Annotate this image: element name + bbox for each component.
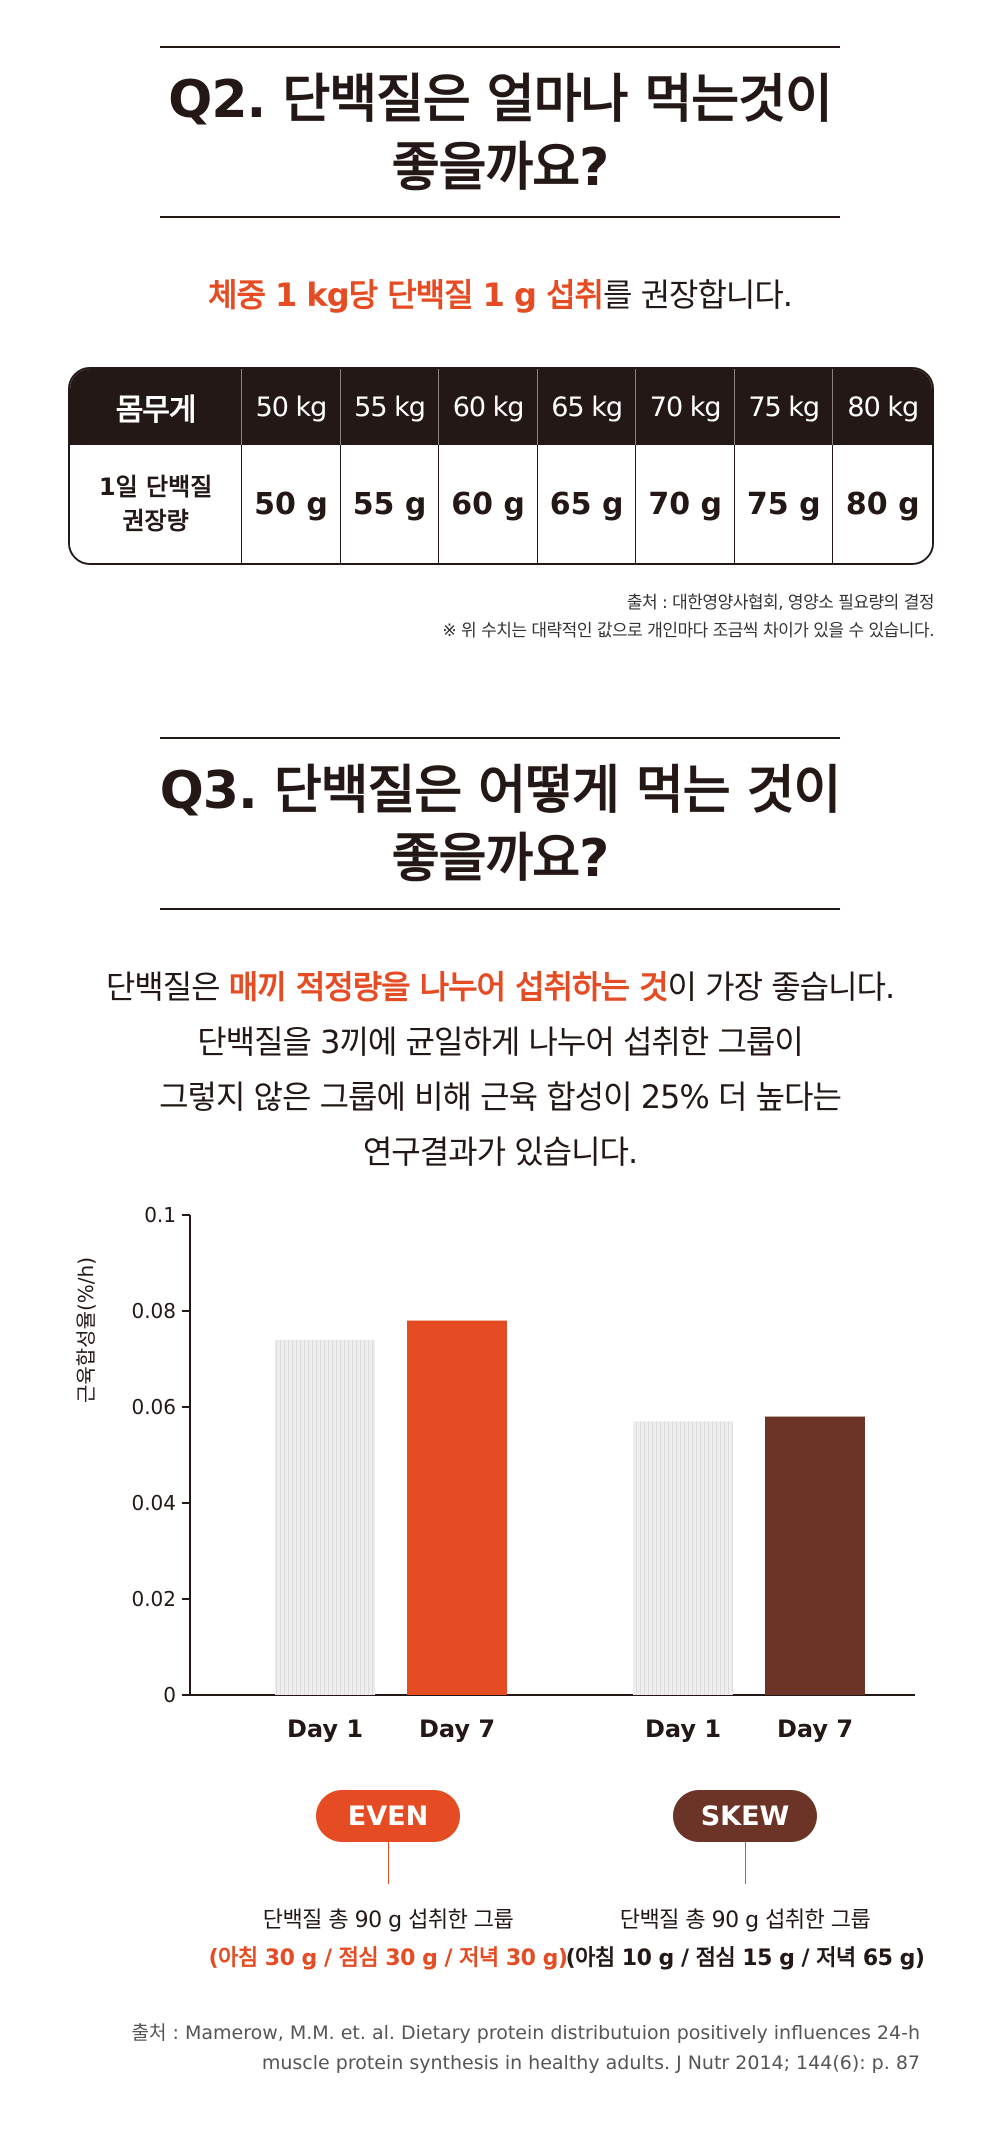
weight-cell: 80 kg xyxy=(847,391,919,423)
q3-bottom-rule xyxy=(160,908,840,910)
q2-top-rule xyxy=(160,46,840,48)
q3-lead-line2: 단백질을 3끼에 균일하게 나누어 섭취한 그룹이 xyxy=(197,1023,804,1061)
q3-title-line2: 좋을까요? xyxy=(391,829,610,889)
y-tick-label: 0.08 xyxy=(131,1299,176,1323)
even-group-desc: 단백질 총 90 g 섭취한 그룹 xyxy=(262,1908,514,1933)
amount-row-label-line2: 권장량 xyxy=(122,507,189,535)
q2-lead: 체중 1 kg당 단백질 1 g 섭취를 권장합니다. xyxy=(0,270,1000,316)
x-tick-label: Day 7 xyxy=(419,1715,495,1743)
table-disclaimer: ※ 위 수치는 대략적인 값으로 개인마다 조금씩 차이가 있을 수 있습니다. xyxy=(442,621,934,641)
q3-lead-line4: 연구결과가 있습니다. xyxy=(362,1133,638,1171)
even-group-badge: EVEN xyxy=(316,1790,460,1842)
chart-bar xyxy=(275,1339,375,1695)
q2-title-line1: Q2. 단백질은 얼마나 먹는것이 xyxy=(168,70,833,130)
q2-title-line2: 좋을까요? xyxy=(391,138,610,198)
q2-lead-highlight: 체중 1 kg당 단백질 1 g 섭취 xyxy=(208,276,604,314)
muscle-synthesis-chart: 0 0.02 0.04 0.06 0.08 0.1 Day 1 Day 7 Day 1 Day 7 xyxy=(131,1203,915,1743)
skew-group-detail: (아침 10 g / 점심 15 g / 저녁 65 g) xyxy=(565,1946,925,1971)
q3-lead-pre: 단백질은 xyxy=(105,968,229,1006)
y-tick-label: 0.1 xyxy=(144,1203,176,1227)
q3-lead-highlight: 매끼 적정량을 나누어 섭취하는 것 xyxy=(228,968,669,1006)
skew-stem xyxy=(745,1842,746,1884)
chart-bar xyxy=(407,1320,507,1695)
y-tick-label: 0.04 xyxy=(131,1491,176,1515)
amount-row-label: 1일 단백질 권장량 xyxy=(70,445,243,563)
y-tick-label: 0 xyxy=(163,1683,176,1707)
q2-bottom-rule xyxy=(160,216,840,218)
x-tick-label: Day 1 xyxy=(645,1715,721,1743)
q2-lead-rest: 를 권장합니다. xyxy=(603,276,793,314)
weight-cell: 70 kg xyxy=(636,369,735,445)
amount-row-label-line1: 1일 단백질 xyxy=(98,473,213,501)
weight-cell: 75 kg xyxy=(735,369,834,445)
x-tick-label: Day 1 xyxy=(287,1715,363,1743)
amount-cell: 80 g xyxy=(845,486,920,522)
table-header-row: 몸무게 50 kg 55 kg 60 kg 65 kg 70 kg 75 kg … xyxy=(70,369,932,445)
even-group-detail: (아침 30 g / 점심 30 g / 저녁 30 g) xyxy=(208,1946,568,1971)
protein-table: 몸무게 50 kg 55 kg 60 kg 65 kg 70 kg 75 kg … xyxy=(68,367,934,565)
y-tick-label: 0.06 xyxy=(131,1395,176,1419)
q3-top-rule xyxy=(160,737,840,739)
q3-lead-line1: 단백질은 매끼 적정량을 나누어 섭취하는 것이 가장 좋습니다. xyxy=(0,962,1000,1008)
chart-bar xyxy=(633,1421,733,1695)
q3-lead-line3: 그렇지 않은 그룹에 비해 근육 합성이 25% 더 높다는 xyxy=(159,1078,842,1116)
weight-cell: 60 kg xyxy=(439,369,538,445)
amount-cell: 70 g xyxy=(636,445,735,563)
amount-cell: 65 g xyxy=(538,445,637,563)
amount-cell: 60 g xyxy=(439,445,538,563)
chart-bar xyxy=(765,1416,865,1695)
chart-source-line2: muscle protein synthesis in healthy adul… xyxy=(261,2052,920,2074)
x-tick-label: Day 7 xyxy=(777,1715,853,1743)
amount-cell: 75 g xyxy=(735,445,834,563)
amount-cell: 55 g xyxy=(341,445,440,563)
skew-group-desc: 단백질 총 90 g 섭취한 그룹 xyxy=(619,1908,871,1933)
table-source: 출처 : 대한영양사협회, 영양소 필요량의 결정 xyxy=(626,593,935,613)
table-amount-row: 1일 단백질 권장량 50 g 55 g 60 g 65 g 70 g 75 g… xyxy=(70,445,932,563)
q3-title-line1: Q3. 단백질은 어떻게 먹는 것이 xyxy=(159,761,842,821)
q3-lead-post: 이 가장 좋습니다. xyxy=(667,968,896,1006)
weight-cell: 65 kg xyxy=(538,369,637,445)
amount-cell: 50 g xyxy=(242,445,341,563)
weight-cell: 50 kg xyxy=(242,369,341,445)
chart-source-line1: 출처 : Mamerow, M.M. et. al. Dietary prote… xyxy=(131,2022,920,2044)
weight-cell: 55 kg xyxy=(341,369,440,445)
even-stem xyxy=(388,1842,389,1884)
chart-y-axis-label: 근육합성율(%/h) xyxy=(74,1256,98,1404)
y-tick-label: 0.02 xyxy=(131,1587,176,1611)
chart-source: 출처 : Mamerow, M.M. et. al. Dietary prote… xyxy=(120,2018,920,2078)
weight-row-label: 몸무게 xyxy=(70,369,243,445)
skew-group-badge: SKEW xyxy=(673,1790,817,1842)
